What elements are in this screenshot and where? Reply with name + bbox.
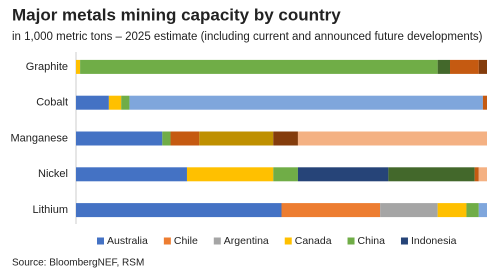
- y-tick-label: Graphite: [26, 61, 68, 73]
- bar-segment: [482, 95, 487, 110]
- bar-segment: [199, 131, 274, 146]
- bar-segment: [388, 167, 475, 182]
- bar-segment: [76, 95, 109, 110]
- bar-segment: [380, 203, 438, 218]
- bar-segment: [281, 203, 381, 218]
- legend-label: Chile: [174, 235, 198, 247]
- bar-segment: [121, 95, 130, 110]
- bar-segment: [76, 167, 187, 182]
- y-tick-label: Cobalt: [36, 97, 68, 109]
- legend-swatch: [347, 237, 355, 245]
- legend-label: Argentina: [224, 235, 269, 247]
- legend-swatch: [400, 237, 408, 245]
- legend-label: Canada: [295, 235, 332, 247]
- bar-segment: [478, 167, 487, 182]
- y-tick-label: Manganese: [11, 132, 69, 144]
- bar-segment: [76, 203, 282, 218]
- source: Source: BloombergNEF, RSM: [12, 258, 144, 269]
- bar-segment: [466, 203, 479, 218]
- bar-segment: [450, 59, 479, 74]
- bar-segment: [478, 203, 487, 218]
- chart-title: Major metals mining capacity by country: [12, 5, 341, 24]
- bar-segment: [76, 131, 163, 146]
- bar-segment: [162, 131, 171, 146]
- legend-label: Indonesia: [411, 235, 457, 247]
- bar-segment: [129, 95, 483, 110]
- bar-segment: [170, 131, 200, 146]
- bar-segment: [478, 59, 487, 74]
- bar-segment: [437, 59, 451, 74]
- bar-segment: [273, 167, 298, 182]
- legend-swatch: [284, 237, 292, 245]
- legend-swatch: [213, 237, 221, 245]
- chart-subtitle: in 1,000 metric tons – 2025 estimate (in…: [12, 31, 483, 43]
- bar-segment: [186, 167, 274, 182]
- bar-segment: [80, 59, 438, 74]
- legend-swatch: [97, 237, 104, 245]
- y-tick-label: Nickel: [38, 168, 68, 180]
- bar-segment: [474, 167, 479, 182]
- legend-label: China: [358, 235, 386, 247]
- bar-segment: [273, 131, 298, 146]
- bar-segment: [297, 131, 487, 146]
- legend-label: Australia: [107, 235, 148, 247]
- y-tick-label: Lithium: [33, 204, 68, 216]
- bar-segment: [108, 95, 122, 110]
- bar-segment: [297, 167, 389, 182]
- legend-swatch: [163, 237, 171, 245]
- bar-segment: [76, 59, 81, 74]
- bar-segment: [437, 203, 467, 218]
